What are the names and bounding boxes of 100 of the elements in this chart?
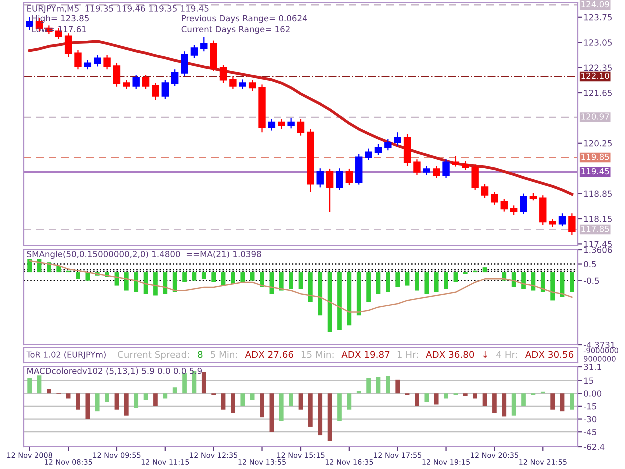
candlestick <box>510 205 518 216</box>
bar <box>250 272 255 281</box>
bar <box>512 272 516 288</box>
candlestick <box>248 80 256 92</box>
bar <box>95 394 100 412</box>
candlestick <box>394 132 402 146</box>
y-tick-label: 1.3606 <box>584 246 612 254</box>
candlestick <box>171 69 179 87</box>
chart-title: EURJPYm,M5 119.35 119.46 119.35 119.45 <box>28 6 209 14</box>
y-tick-label: 123.75 <box>584 14 612 21</box>
candlestick <box>162 80 170 100</box>
bar <box>212 272 216 282</box>
bar <box>298 394 304 410</box>
candlestick <box>568 213 576 236</box>
bar <box>124 394 129 416</box>
candlestick <box>152 82 160 101</box>
bar <box>463 394 468 396</box>
candlestick <box>452 155 460 168</box>
candlestick <box>374 144 382 156</box>
bar <box>347 272 352 326</box>
bar <box>86 394 90 420</box>
y-tick-label: -15 <box>584 404 596 410</box>
y-tick-label: 0.5 <box>584 261 596 268</box>
y-tick-label: 118.85 <box>584 190 612 198</box>
candlestick <box>414 159 421 176</box>
bar <box>502 394 507 417</box>
candlestick <box>432 166 440 179</box>
bar <box>386 376 390 394</box>
bar <box>86 272 90 281</box>
bar <box>482 268 488 273</box>
bar <box>550 394 555 410</box>
candlestick <box>94 54 102 68</box>
candlestick <box>288 118 295 130</box>
ref-line-label: 117.85 <box>582 226 610 232</box>
bar <box>114 394 120 410</box>
text: 8 <box>198 351 203 358</box>
candlestick <box>200 36 208 52</box>
candlestick <box>113 62 121 88</box>
bar <box>144 394 148 400</box>
candlestick <box>346 168 354 186</box>
bar <box>522 394 526 406</box>
bar <box>28 259 32 273</box>
y-tick-label: 31.1 <box>584 364 602 370</box>
candlestick <box>442 159 450 179</box>
candlestick <box>336 168 344 191</box>
y-tick-label: 117.45 <box>584 241 612 248</box>
bar <box>279 272 284 291</box>
bar <box>289 394 294 406</box>
bar <box>347 394 352 410</box>
bar <box>434 272 439 292</box>
bar <box>396 380 400 394</box>
y-tick-label: 120.25 <box>584 140 612 147</box>
bar <box>492 394 497 414</box>
candlestick <box>472 164 479 191</box>
bar <box>356 391 362 394</box>
ref-line-label: 119.45 <box>582 168 610 175</box>
ref-line-label: 122.10 <box>582 72 610 80</box>
bar <box>512 394 516 416</box>
bar <box>260 394 264 418</box>
bar <box>240 272 246 282</box>
bar <box>473 394 478 399</box>
bar <box>270 394 274 432</box>
y-tick-label: 15 <box>584 378 594 384</box>
bar <box>570 272 574 292</box>
bar <box>192 272 197 281</box>
candlestick <box>558 213 566 228</box>
bar <box>415 272 420 291</box>
line-series <box>29 260 573 313</box>
text: ADX 30.56 <box>525 351 574 358</box>
bar <box>250 394 255 400</box>
bar <box>182 272 187 282</box>
candlestick <box>384 138 392 152</box>
bar <box>415 394 420 406</box>
bar <box>308 394 313 427</box>
candlestick <box>26 16 34 31</box>
text: 1 Hr: <box>398 351 418 358</box>
candlestick <box>220 64 228 84</box>
candlestick <box>481 184 489 200</box>
bar <box>279 394 284 421</box>
bar <box>386 272 390 292</box>
bar <box>366 378 371 394</box>
candlestick <box>132 74 140 90</box>
y-tick-label: 118.15 <box>584 216 612 222</box>
bar <box>376 272 381 294</box>
annotation: Current Days Range= 162 <box>182 26 290 34</box>
bar <box>366 272 371 302</box>
bar <box>134 272 139 292</box>
bar <box>124 272 129 291</box>
bar <box>76 394 80 410</box>
text: ADX 36.80 <box>426 351 474 358</box>
bar <box>154 272 158 296</box>
candlestick <box>104 54 111 70</box>
bar <box>47 389 52 394</box>
bar <box>424 272 430 294</box>
candlestick <box>540 195 547 226</box>
candlestick <box>520 193 528 215</box>
text: 15 Min: <box>302 351 334 358</box>
candlestick <box>142 74 150 90</box>
ref-line-label: 124.09 <box>582 1 610 8</box>
bar <box>66 394 71 399</box>
